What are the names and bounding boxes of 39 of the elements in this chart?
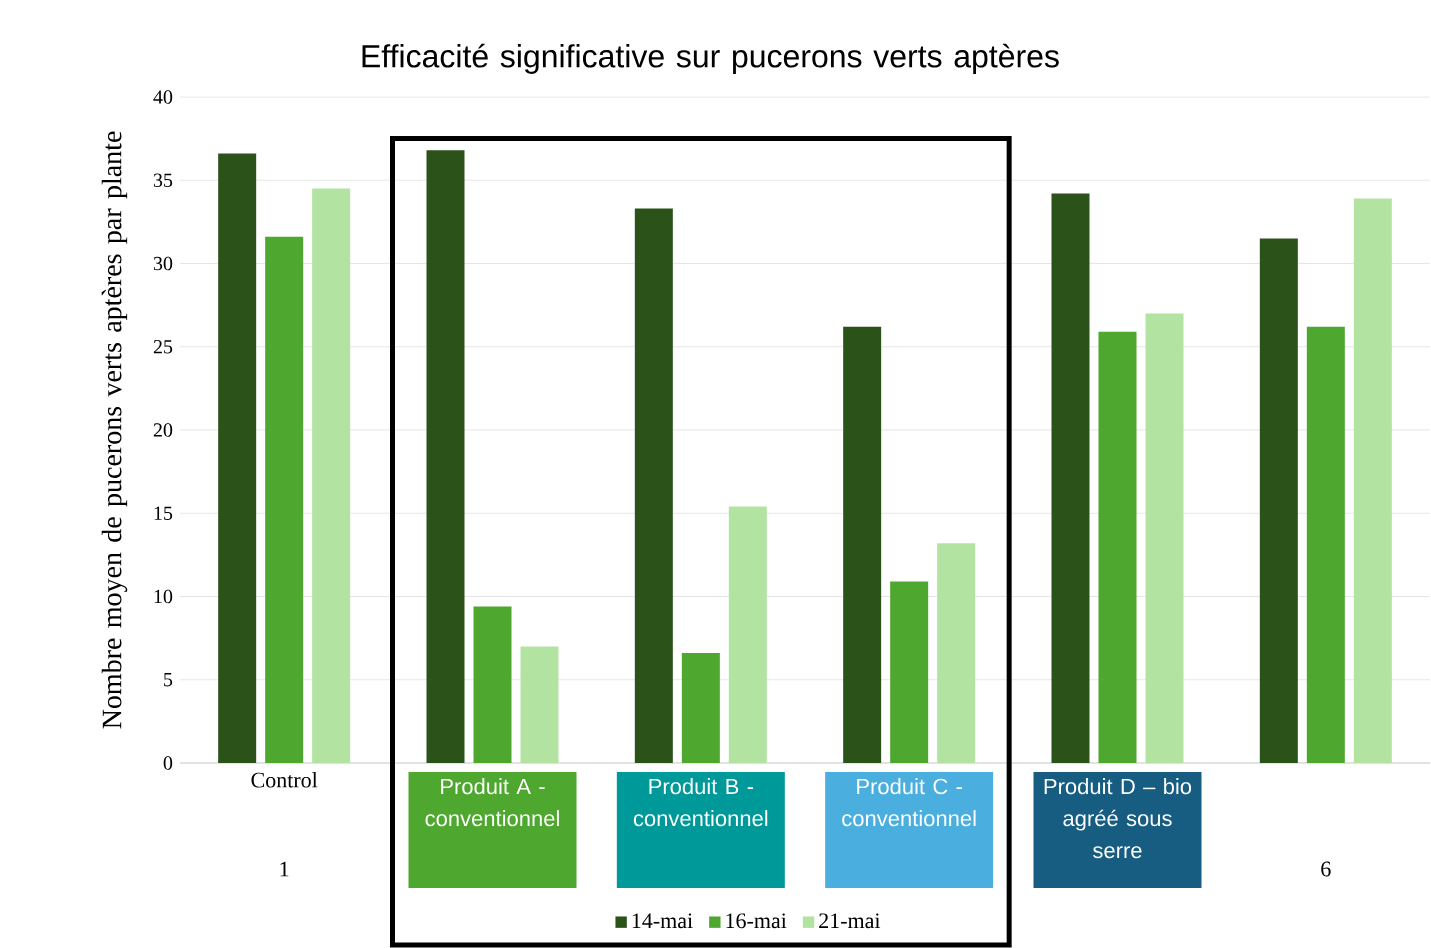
bar bbox=[1145, 313, 1184, 763]
chart-title: Efficacité significative sur pucerons verts aptères bbox=[362, 43, 1059, 74]
x-tick-label: Produit B - conventionnel bbox=[633, 778, 768, 827]
x-tick-label: Control bbox=[251, 772, 318, 788]
bar bbox=[1306, 326, 1345, 763]
bar bbox=[426, 150, 465, 763]
y-tick-label: 25 bbox=[153, 340, 173, 354]
y-tick-label: 40 bbox=[153, 90, 173, 104]
bar bbox=[520, 646, 559, 763]
y-tick-label: 30 bbox=[153, 256, 173, 271]
bar bbox=[728, 506, 767, 763]
y-tick-label: 35 bbox=[153, 173, 173, 187]
x-tick-label: Produit D – bio agréé sous serre bbox=[1044, 778, 1192, 859]
y-tick-label: 15 bbox=[154, 506, 173, 520]
y-tick-label: 10 bbox=[154, 589, 173, 604]
bar bbox=[218, 153, 257, 763]
bar bbox=[890, 581, 929, 763]
text: 1 bbox=[280, 861, 289, 877]
x-tick-label: Produit C - conventionnel bbox=[842, 778, 976, 827]
bar bbox=[473, 606, 512, 763]
y-tick-label: 5 bbox=[164, 673, 173, 687]
bar bbox=[1051, 193, 1090, 763]
bar bbox=[312, 188, 351, 763]
bar bbox=[1259, 238, 1298, 763]
bar bbox=[265, 236, 304, 763]
legend-label: 16-mai bbox=[726, 913, 787, 929]
x-tick-label: Produit A - conventionnel bbox=[425, 778, 559, 827]
bar bbox=[937, 543, 976, 763]
text: 6 bbox=[1321, 861, 1331, 877]
bar bbox=[681, 653, 720, 763]
bar bbox=[1353, 198, 1392, 763]
bar bbox=[634, 208, 673, 763]
y-tick-label: 0 bbox=[163, 756, 173, 770]
bar bbox=[1098, 331, 1137, 763]
legend-label: 21-mai bbox=[819, 913, 881, 929]
legend-label: 14-mai bbox=[632, 913, 693, 929]
y-tick-label: 20 bbox=[153, 423, 173, 437]
bar bbox=[843, 326, 882, 763]
y-axis-title: Nombre moyen de pucerons verts aptères par plante bbox=[101, 131, 128, 729]
